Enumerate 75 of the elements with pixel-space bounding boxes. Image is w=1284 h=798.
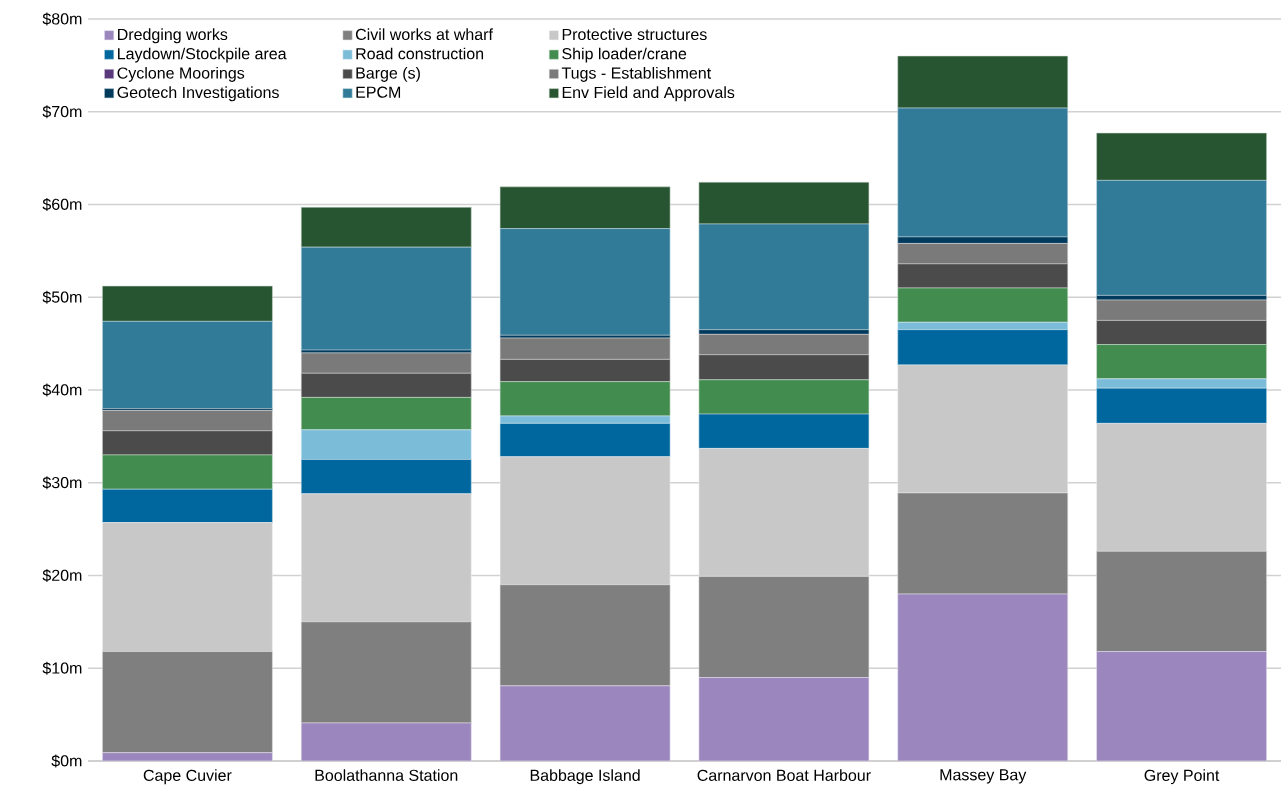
y-tick-label: $20m (42, 569, 82, 582)
bar (1096, 423, 1267, 552)
bar (102, 488, 273, 523)
y-tick-label: $50m (42, 290, 82, 304)
bar (300, 493, 472, 623)
y-tick-label: $40m (42, 383, 82, 397)
bar (897, 492, 1069, 595)
bar (897, 107, 1069, 238)
bar (300, 722, 472, 761)
legend-label: Ship loader/crane (562, 47, 687, 63)
bar (698, 576, 870, 678)
legend-label: Env Field and Approvals (562, 86, 735, 102)
bar (300, 207, 472, 248)
bar (499, 584, 671, 687)
bar (698, 448, 870, 577)
bar (300, 349, 472, 354)
bar (102, 285, 273, 322)
bar (102, 752, 273, 761)
legend-label: Dredging works (118, 28, 228, 44)
bar (1096, 180, 1267, 296)
bar (102, 651, 273, 753)
y-tick-label: $70m (42, 105, 82, 119)
legend-label: Cyclone Moorings (117, 66, 245, 82)
bar (1096, 651, 1267, 761)
legend-label: Road construction (356, 47, 484, 60)
bar (698, 223, 870, 330)
bar (102, 454, 273, 490)
bar (698, 329, 870, 335)
bar (499, 456, 671, 586)
bar (897, 593, 1069, 761)
bar (1096, 387, 1267, 424)
bar (1096, 344, 1267, 380)
bar (300, 621, 472, 724)
y-tick-label: $60m (42, 198, 82, 211)
x-tick-label: Grey Point (1144, 769, 1220, 785)
legend-label: Tugs - Establishment (561, 66, 712, 82)
legend-label: EPCM (356, 86, 401, 98)
bar (300, 429, 472, 460)
y-tick-label: $10m (42, 661, 82, 675)
bar (897, 329, 1069, 366)
bar (300, 397, 472, 431)
legend-label: Civil works at wharf (355, 28, 493, 41)
bar (897, 55, 1069, 109)
y-tick-label: $0m (51, 754, 82, 768)
bar (1096, 132, 1267, 181)
bar (499, 228, 671, 336)
bar (698, 677, 870, 761)
bar (499, 381, 671, 417)
bar (499, 423, 671, 458)
x-tick-label: Cape Cuvier (143, 769, 232, 785)
x-tick-label: Boolathanna Station (315, 769, 458, 781)
legend-label: Protective structures (562, 28, 707, 41)
bar (102, 321, 273, 409)
y-tick-label: $80m (42, 12, 82, 26)
bar (1096, 551, 1267, 652)
bar (300, 459, 472, 495)
y-tick-label: $30m (42, 476, 82, 490)
legend-label: Barge (s) (356, 66, 420, 82)
bar (499, 415, 671, 424)
bar (1096, 378, 1267, 389)
bar (897, 287, 1069, 323)
bar (897, 236, 1069, 244)
bar (698, 379, 870, 415)
bar (300, 246, 472, 351)
bar (698, 413, 870, 449)
x-tick-label: Massey Bay (940, 769, 1027, 784)
bar (698, 181, 870, 225)
bar (897, 364, 1069, 494)
bar (499, 186, 671, 229)
bar (499, 685, 671, 761)
legend-label: Laydown/Stockpile area (118, 47, 287, 63)
x-tick-label: Carnarvon Boat Harbour (697, 769, 871, 781)
legend-label: Geotech Investigations (117, 86, 279, 102)
bar (102, 522, 273, 652)
x-tick-label: Babbage Island (530, 769, 640, 785)
